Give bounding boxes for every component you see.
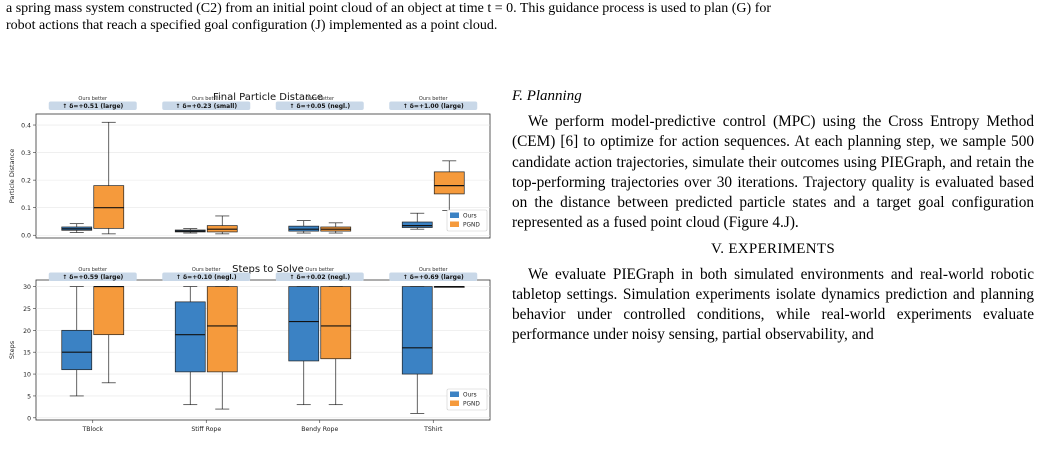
- chart-title: Steps to Solve: [232, 264, 304, 275]
- legend-label: Ours: [463, 214, 477, 220]
- effect-size-label: ↑ δ=+0.05 (negl.): [289, 103, 350, 110]
- legend-label: PGND: [463, 402, 480, 408]
- y-tick-label: 0.4: [21, 123, 31, 130]
- legend-label: Ours: [463, 393, 477, 399]
- badge-caption: Ours better: [78, 267, 108, 273]
- box-pgnd: [93, 185, 125, 229]
- y-tick-label: 15: [23, 350, 31, 357]
- badge-caption: Ours better: [192, 96, 222, 102]
- effect-size-badge: [275, 272, 364, 281]
- effect-size-label: ↑ δ=+0.59 (large): [62, 274, 123, 281]
- y-tick-label: 0.0: [21, 233, 31, 240]
- x-tick-label: Stiff Rope: [191, 426, 221, 433]
- effect-size-badge: [389, 272, 478, 281]
- boxplot-figure: 0.0 0.1 0.2 0.3 0.4 Final Particle Distance Pa…: [0, 86, 506, 448]
- effect-size-badge: [48, 101, 137, 110]
- y-tick-label: 0.1: [21, 205, 31, 212]
- chart-panel-1: 0.0 0.1 0.2 0.3 0.4 Final Particle Distance Pa…: [8, 92, 491, 240]
- y-tick-label: 0.2: [21, 178, 31, 185]
- y-tick-label: 0: [27, 415, 31, 422]
- y-tick-label: 5: [27, 393, 31, 400]
- right-text-column: F. Planning We perform model-predictive …: [512, 86, 1034, 345]
- badge-caption: Ours better: [192, 267, 222, 273]
- x-tick-label: TBlock: [81, 426, 103, 433]
- badge-caption: Ours better: [305, 267, 335, 273]
- box-ours: [401, 221, 433, 228]
- effect-size-label: ↑ δ=+0.10 (negl.): [176, 274, 237, 281]
- legend-swatch: [450, 391, 459, 397]
- chart-title: Final Particle Distance: [213, 92, 323, 103]
- box-pgnd: [206, 286, 238, 373]
- y-tick-label: 25: [23, 306, 31, 313]
- y-tick-label: 30: [23, 284, 31, 291]
- badge-caption: Ours better: [305, 96, 335, 102]
- caption-line-2: robot actions that reach a specified goa…: [6, 18, 498, 33]
- figure-caption-tail: a spring mass system constructed (C2) fr…: [6, 0, 1036, 34]
- effect-size-label: ↑ δ=+0.69 (large): [403, 274, 464, 281]
- effect-size-badge: [275, 101, 364, 110]
- legend-swatch: [450, 400, 459, 406]
- section-heading: V. EXPERIMENTS: [711, 241, 835, 258]
- effect-size-badge: [162, 272, 251, 281]
- y-tick-label: 0.3: [21, 150, 31, 157]
- y-axis-label: Particle Distance: [8, 149, 16, 204]
- effect-size-badge: [48, 272, 137, 281]
- box-pgnd: [320, 286, 352, 360]
- legend-label: PGND: [463, 223, 480, 229]
- box-ours: [174, 301, 206, 373]
- caption-line-1: a spring mass system constructed (C2) fr…: [6, 1, 772, 16]
- box-pgnd: [433, 171, 465, 195]
- planning-paragraph: We perform model-predictive control (MPC…: [512, 113, 1034, 232]
- y-axis-label: Steps: [8, 340, 16, 359]
- legend-swatch: [450, 212, 459, 218]
- experiments-paragraph: We evaluate PIEGraph in both simulated e…: [512, 265, 1034, 344]
- boxplot-svg: 0.0 0.1 0.2 0.3 0.4 Final Particle Distance Pa…: [8, 92, 491, 433]
- effect-size-badge: [162, 101, 251, 110]
- chart-panel-2: 0 5 10 15 20 25 30 Steps to Solve Steps Ours bett…: [8, 264, 491, 433]
- box-ours: [61, 329, 93, 371]
- effect-size-label: ↑ δ=+0.23 (small): [175, 103, 237, 110]
- y-tick-label: 20: [23, 328, 31, 335]
- x-tick-label: Bendy Rope: [301, 426, 338, 433]
- x-tick-label: TShirt: [423, 426, 443, 433]
- box-pgnd: [93, 286, 125, 336]
- badge-caption: Ours better: [419, 96, 449, 102]
- box-ours: [288, 286, 320, 362]
- subsection-heading: F. Planning: [512, 88, 582, 104]
- box-ours: [401, 286, 433, 375]
- legend-swatch: [450, 221, 459, 227]
- effect-size-label: ↑ δ=+0.51 (large): [62, 103, 123, 110]
- effect-size-label: ↑ δ=+1.00 (large): [403, 103, 464, 110]
- effect-size-badge: [389, 101, 478, 110]
- badge-caption: Ours better: [419, 267, 449, 273]
- badge-caption: Ours better: [78, 96, 108, 102]
- y-tick-label: 10: [23, 372, 31, 379]
- effect-size-label: ↑ δ=+0.02 (negl.): [289, 274, 350, 281]
